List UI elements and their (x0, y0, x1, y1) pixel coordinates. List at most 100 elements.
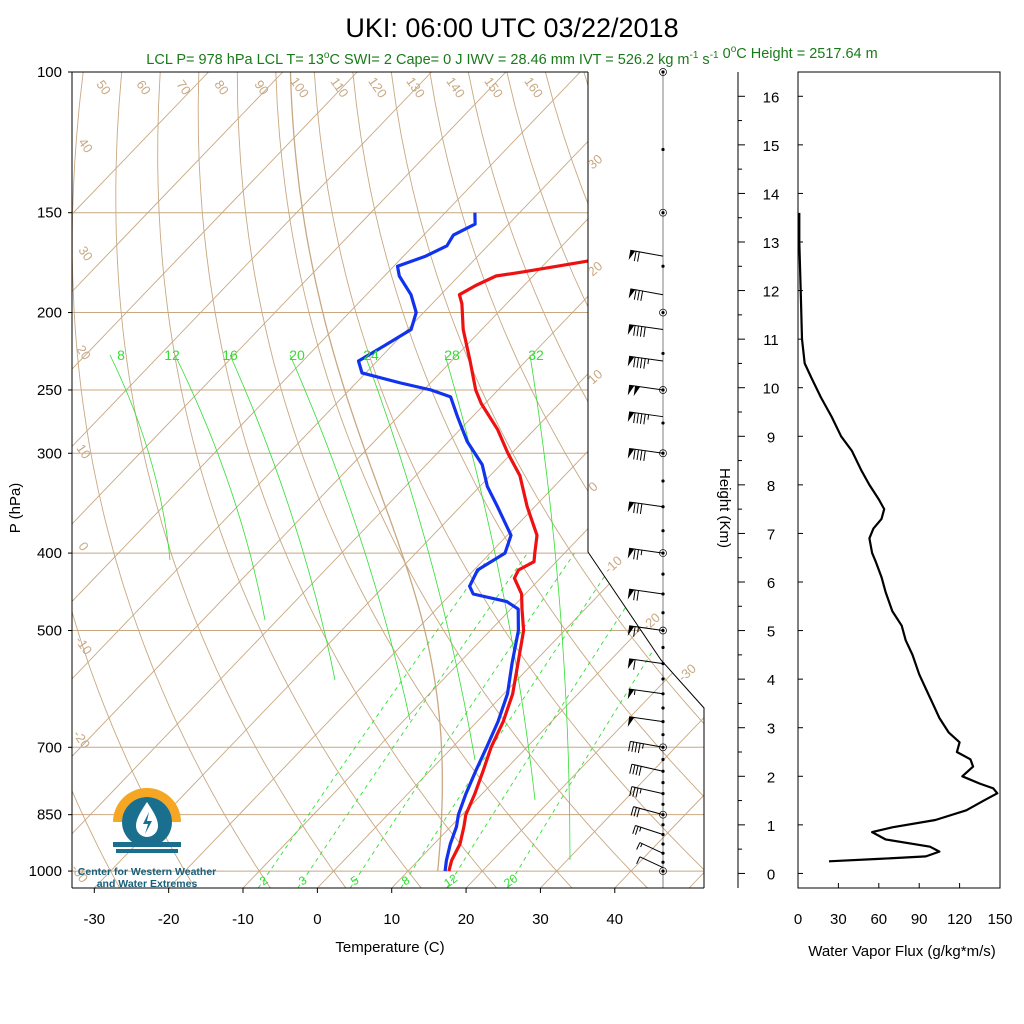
dry-adiabat-label: 160 (521, 74, 546, 100)
wind-level-dot (661, 757, 665, 762)
mixing-ratio-label: 16 (222, 347, 238, 363)
p-tick-label: 850 (37, 807, 62, 824)
dry-adiabat-label: 10 (73, 441, 94, 461)
parcel-path (289, 72, 443, 872)
wind-barb (627, 588, 664, 601)
mixing-ratio-label: 3 (296, 873, 310, 888)
t-tick-label: 20 (458, 911, 475, 928)
wind-barb-flag (633, 251, 637, 262)
wind-barb-staff (630, 740, 664, 748)
dry-adiabat (892, 72, 1024, 888)
wind-barb-pennant (627, 324, 635, 335)
wind-barb-pennant (627, 501, 635, 513)
wind-barb-pennant (627, 356, 635, 367)
mixing-ratio-line (446, 552, 662, 888)
wind-barb-flag (636, 549, 639, 560)
wind-barb-half-flag (642, 743, 644, 749)
wind-barb (627, 501, 664, 514)
dry-adiabat (698, 72, 704, 85)
wind-level-dot (661, 802, 665, 806)
wind-level-dot (661, 706, 665, 710)
wind-level-dot (661, 832, 665, 837)
wind-barb-half-flag (639, 827, 642, 832)
height-tick-label: 0 (767, 866, 775, 883)
wind-level-dot (661, 842, 665, 846)
wind-barb (628, 288, 664, 301)
wind-barb (627, 324, 664, 338)
wind-barb-staff (629, 324, 664, 330)
t-tick-label: -10 (232, 911, 254, 928)
wind-barb-half-flag (647, 358, 650, 365)
t-tick-label: 0 (313, 911, 321, 928)
dry-adiabat-label: 140 (443, 74, 468, 100)
wind-barb-half-flag (639, 788, 642, 794)
wind-barb-flag (633, 549, 636, 560)
wind-barb-flag (629, 786, 633, 797)
wind-barb-pennant (627, 548, 635, 559)
mixing-ratio-label: 5 (348, 873, 362, 888)
wind-barb-half-flag (637, 626, 639, 633)
dry-adiabat-label: 130 (403, 74, 428, 100)
dry-adiabat-label: 40 (75, 135, 96, 155)
p-tick-label: 150 (37, 205, 62, 222)
wind-barb-flag (633, 659, 636, 670)
wind-barb (629, 786, 664, 798)
wind-barb-flag (639, 413, 643, 424)
dry-adiabat-label: 60 (133, 77, 154, 97)
p-tick-label: 300 (37, 445, 62, 462)
p-tick-label: 100 (37, 64, 62, 81)
wind-barb (627, 658, 664, 670)
subtitle-part: IWV = 28.46 mm (462, 52, 574, 68)
height-tick-label: 7 (767, 526, 775, 543)
dry-adiabat (390, 72, 704, 725)
wind-barb-staff (635, 825, 664, 835)
logo-sun-arc (113, 788, 181, 822)
dry-adiabat (72, 610, 196, 888)
t-tick-label: -20 (158, 911, 180, 928)
mixing-ratio-line (400, 552, 621, 888)
wind-barb-flag (633, 502, 636, 514)
dry-adiabat-label: -10 (72, 633, 95, 657)
wind-barb-flag (632, 825, 636, 834)
mixing-ratio-label: 20 (501, 871, 520, 890)
p-tick-label: 1000 (29, 863, 62, 880)
height-tick-label: 1 (767, 818, 775, 835)
wind-barb-flag (637, 251, 640, 262)
wind-barb-flag (638, 766, 642, 776)
dry-adiabat (275, 72, 648, 888)
height-tick-label: 9 (767, 429, 775, 446)
flux-x-tick-label: 120 (947, 911, 972, 928)
flux-x-tick-label: 30 (830, 911, 847, 928)
wind-barb-flag (636, 842, 641, 850)
flux-line (798, 212, 999, 863)
wind-barb-flag (639, 357, 643, 369)
plot-mask (588, 72, 704, 708)
isotherm (72, 72, 507, 525)
wind-barb-flag (633, 589, 636, 601)
wind-barb-staff (630, 288, 664, 296)
t-tick-label: -30 (83, 911, 105, 928)
wind-barb (630, 806, 664, 818)
wind-barb-pennant (628, 288, 636, 299)
wind-barb (636, 856, 664, 869)
flux-x-tick-label: 60 (870, 911, 887, 928)
wind-barb-flag (636, 449, 639, 460)
wind-barb-flag (636, 325, 639, 337)
wind-barb (632, 825, 664, 835)
wind-barb-flag (643, 450, 646, 461)
subtitle-part: C Height = 2517.64 m (736, 46, 877, 62)
mixing-ratio-label: 32 (528, 347, 544, 363)
temperature-line (447, 211, 662, 872)
wind-level-dot (661, 421, 665, 425)
flux-x-tick-label: 90 (911, 911, 928, 928)
wind-calm-marker (659, 68, 667, 76)
wind-barb (628, 740, 664, 754)
wind-barb-flag (633, 357, 636, 368)
p-axis-label: P (hPa) (7, 483, 24, 534)
wind-level-dot (661, 479, 665, 483)
wind-barb-staff (631, 786, 664, 795)
wind-level-dot (661, 869, 665, 873)
wind-barb-staff (639, 842, 664, 854)
